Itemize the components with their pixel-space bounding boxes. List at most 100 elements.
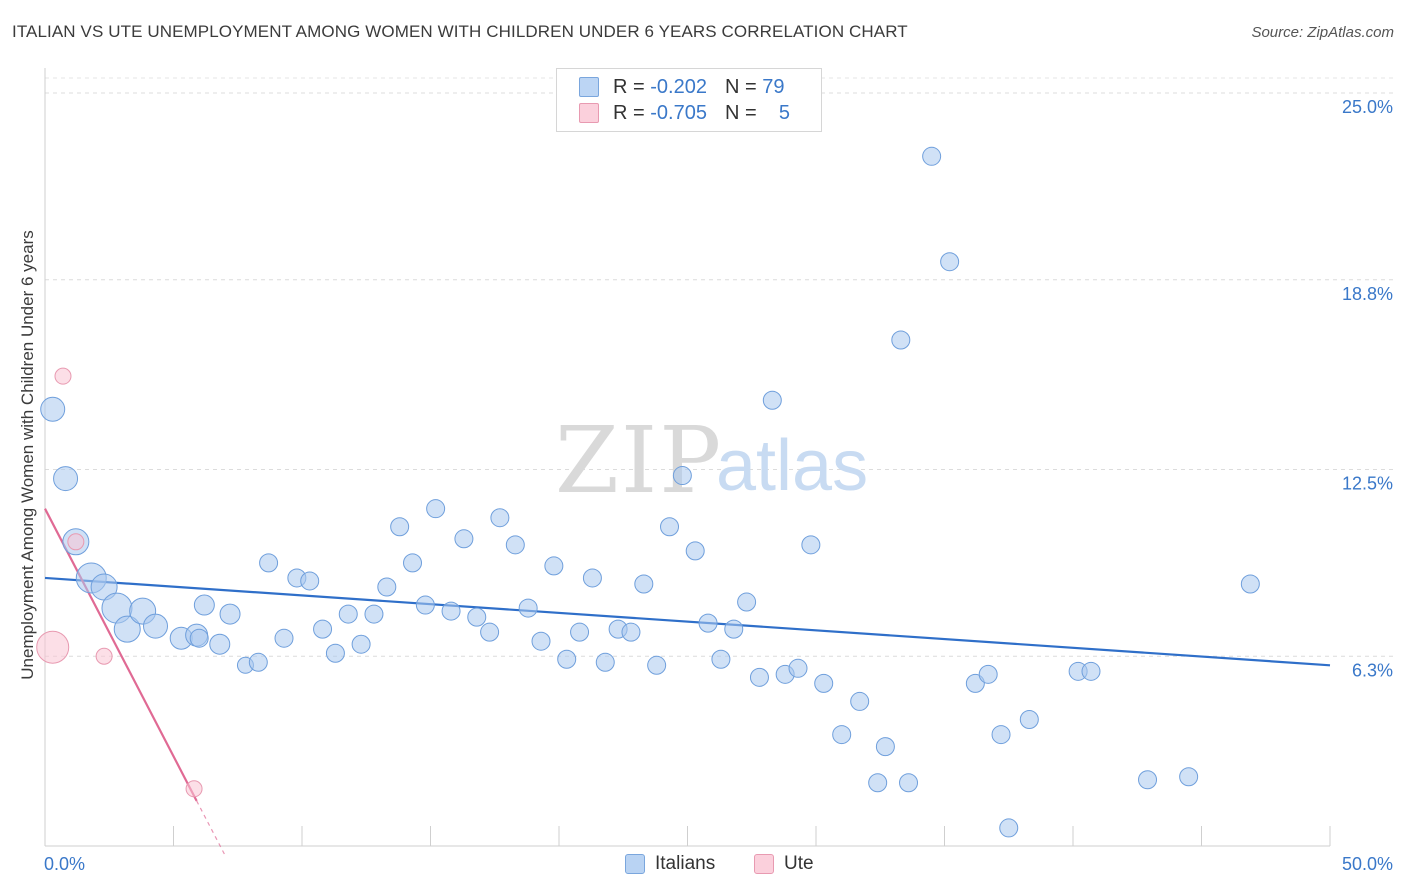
series-italians: [40, 146, 1260, 838]
data-point-italians: [685, 541, 705, 561]
data-point-ute: [185, 780, 203, 798]
data-point-italians: [518, 598, 538, 618]
data-point-italians: [1138, 770, 1158, 790]
grid-lines: [45, 77, 1395, 657]
bottom-legend-ute[interactable]: Ute: [754, 852, 814, 876]
data-point-italians: [724, 619, 744, 639]
data-point-italians: [531, 631, 551, 651]
data-point-italians: [480, 622, 500, 642]
data-point-italians: [364, 604, 384, 624]
data-point-italians: [557, 649, 577, 669]
data-point-italians: [1081, 661, 1101, 681]
series-ute: [36, 367, 203, 798]
legend-r-label: R =: [613, 75, 645, 98]
data-point-italians: [698, 613, 718, 633]
watermark-atlas: atlas: [716, 426, 868, 506]
trend-lines: [44, 508, 1331, 856]
bottom-legend-italians[interactable]: Italians: [625, 852, 715, 876]
data-point-italians: [248, 652, 268, 672]
data-point-italians: [219, 603, 241, 625]
data-point-italians: [505, 535, 525, 555]
data-point-italians: [274, 628, 294, 648]
y-tick-label: 18.8%: [1342, 284, 1393, 304]
data-point-italians: [978, 664, 998, 684]
y-axis-label: Unemployment Among Women with Children U…: [18, 230, 37, 679]
data-point-italians: [490, 508, 510, 528]
legend-n-label: N =: [724, 101, 757, 124]
data-point-italians: [325, 643, 345, 663]
data-point-italians: [441, 601, 461, 621]
correlation-legend: R = -0.202 N = 79 R = -0.705 N = 5: [556, 68, 822, 132]
legend-r-value-italians: -0.202: [650, 75, 707, 98]
data-point-italians: [999, 818, 1019, 838]
data-point-italians: [338, 604, 358, 624]
data-points: [36, 146, 1260, 838]
data-point-italians: [801, 535, 821, 555]
legend-row-italians: R = -0.202 N = 79: [579, 75, 784, 99]
data-point-italians: [300, 571, 320, 591]
legend-swatch-ute: [579, 103, 599, 123]
x-tick-label: 0.0%: [44, 854, 85, 874]
data-point-italians: [259, 553, 279, 573]
data-point-italians: [1179, 767, 1199, 787]
source-label: Source: ZipAtlas.com: [1251, 24, 1394, 41]
y-tick-label: 12.5%: [1342, 474, 1393, 494]
bottom-legend-label-italians: Italians: [655, 853, 716, 874]
data-point-italians: [113, 615, 141, 643]
chart-title: ITALIAN VS UTE UNEMPLOYMENT AMONG WOMEN …: [12, 22, 908, 41]
data-point-italians: [875, 737, 895, 757]
data-point-italians: [621, 622, 641, 642]
data-point-italians: [544, 556, 564, 576]
legend-n-value-italians: 79: [762, 75, 785, 98]
y-tick-label: 6.3%: [1352, 660, 1393, 680]
data-point-italians: [390, 517, 410, 537]
data-point-italians: [143, 613, 169, 639]
data-point-italians: [209, 633, 231, 655]
data-point-italians: [595, 652, 615, 672]
data-point-italians: [868, 773, 888, 793]
axes: [44, 68, 1331, 847]
data-point-italians: [193, 594, 215, 616]
data-point-ute: [54, 367, 72, 385]
data-point-italians: [403, 553, 423, 573]
data-point-ute: [36, 630, 70, 664]
legend-r-value-ute: -0.705: [650, 101, 707, 124]
y-tick-labels: 25.0% 18.8% 12.5% 6.3%: [1342, 97, 1393, 680]
data-point-italians: [965, 673, 985, 693]
data-point-italians: [850, 691, 870, 711]
trend-line-italians: [44, 576, 1331, 667]
data-point-italians: [377, 577, 397, 597]
data-point-italians: [415, 595, 435, 615]
data-point-italians: [762, 390, 782, 410]
trend-line-ute: [44, 508, 198, 802]
bottom-legend-swatch-ute: [754, 854, 774, 874]
data-point-italians: [991, 725, 1011, 745]
data-point-italians: [832, 725, 852, 745]
data-point-italians: [899, 773, 919, 793]
data-point-italians: [189, 628, 209, 648]
bottom-legend-label-ute: Ute: [784, 853, 814, 874]
data-point-italians: [351, 634, 371, 654]
data-point-italians: [788, 658, 808, 678]
legend-n-value-ute: 5: [778, 101, 791, 124]
data-point-italians: [749, 667, 769, 687]
x-tick-labels: 0.0% 50.0%: [44, 854, 1393, 874]
data-point-italians: [711, 649, 731, 669]
data-point-italians: [313, 619, 333, 639]
data-point-italians: [454, 529, 474, 549]
data-point-italians: [814, 673, 834, 693]
x-tick-label: 50.0%: [1342, 854, 1393, 874]
legend-r-label: R =: [613, 101, 645, 124]
data-point-italians: [53, 466, 79, 492]
watermark-zip: ZIP: [555, 407, 723, 514]
data-point-italians: [1019, 710, 1039, 730]
bottom-legend-swatch-italians: [625, 854, 645, 874]
watermark: ZIP atlas: [555, 407, 868, 514]
data-point-ute: [67, 533, 85, 551]
data-point-italians: [647, 655, 667, 675]
legend-row-ute: R = -0.705 N = 5: [579, 101, 790, 125]
legend-n-label: N =: [724, 75, 757, 98]
data-point-italians: [1240, 574, 1260, 594]
data-point-italians: [672, 466, 692, 486]
